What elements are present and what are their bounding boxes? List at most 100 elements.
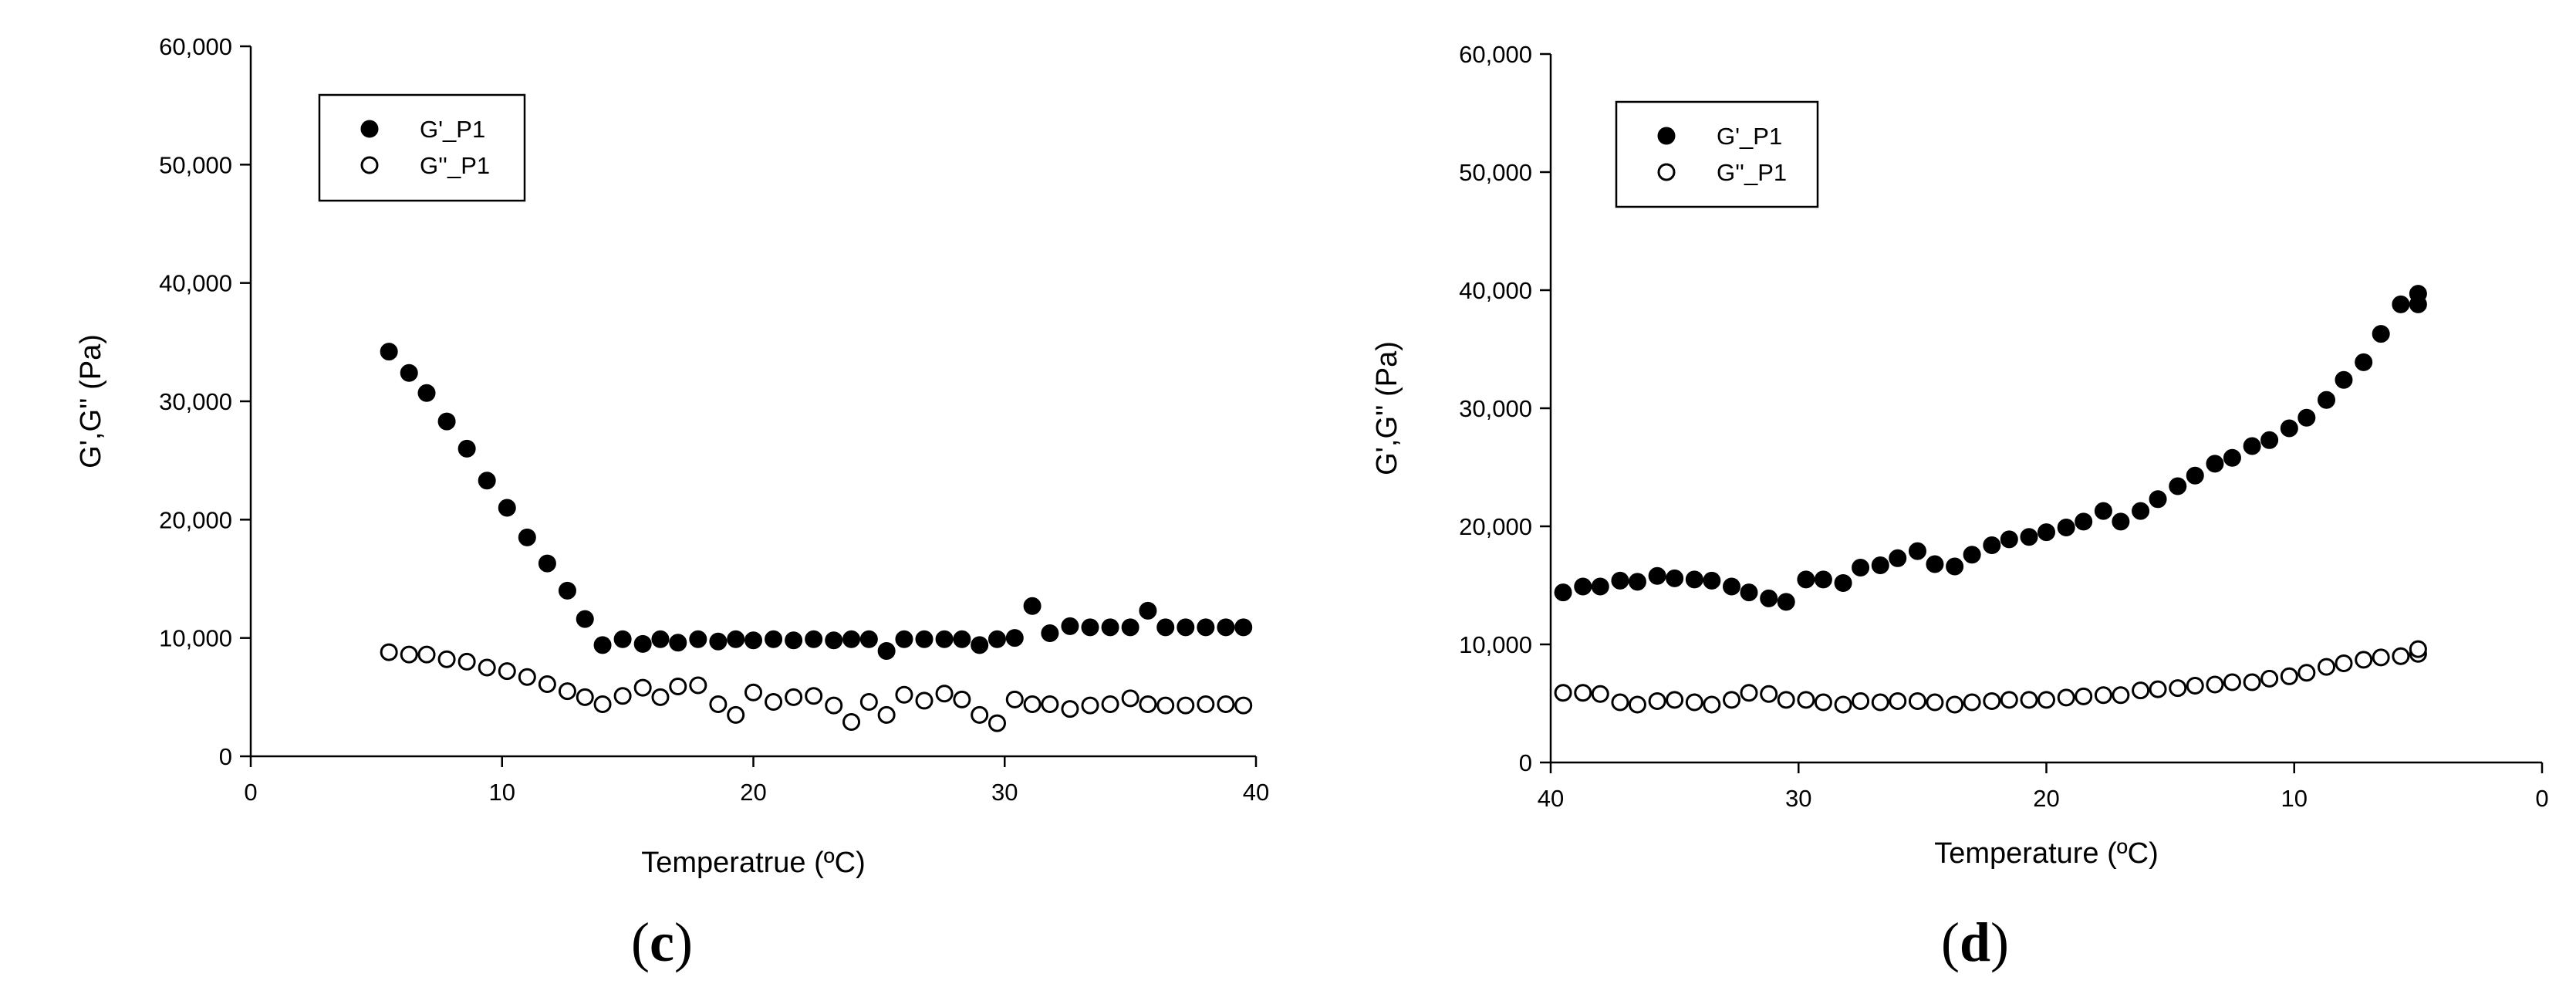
panel-label: (d) (1941, 911, 2009, 973)
data-point-g-double-prime (689, 676, 707, 695)
data-point-g-double-prime (558, 682, 576, 701)
data-point-g-prime (651, 630, 670, 648)
data-point-g-double-prime (1023, 695, 1042, 714)
data-point-g-double-prime (1723, 691, 1741, 709)
data-point-g-double-prime (1139, 695, 1157, 714)
data-point-g-double-prime (1121, 689, 1139, 708)
data-point-g-double-prime (825, 696, 843, 715)
data-point-g-prime (2355, 353, 2373, 371)
y-tick-label: 60,000 (1459, 41, 1532, 68)
legend-marker (360, 120, 379, 138)
data-point-g-double-prime (842, 713, 861, 732)
data-point-g-prime (2280, 419, 2298, 438)
data-point-g-prime (1871, 556, 1889, 574)
x-axis-title: Temperatrue (ºC) (641, 847, 866, 879)
data-point-g-prime (1777, 593, 1795, 611)
y-tick-label: 50,000 (1459, 159, 1532, 186)
data-point-g-double-prime (651, 688, 670, 706)
data-point-g-double-prime (1628, 695, 1646, 714)
data-point-g-double-prime (1101, 695, 1119, 714)
data-point-g-prime (1041, 624, 1059, 643)
data-point-g-prime (2409, 285, 2427, 303)
y-tick-label: 50,000 (159, 151, 232, 178)
y-tick-label: 60,000 (159, 33, 232, 60)
data-point-g-prime (478, 472, 496, 490)
data-point-g-prime (2038, 523, 2055, 542)
data-point-g-prime (593, 636, 612, 654)
data-point-g-double-prime (1760, 685, 1778, 703)
y-tick-label: 40,000 (159, 270, 232, 297)
data-point-g-prime (457, 439, 476, 458)
data-point-g-prime (1926, 555, 1944, 573)
data-point-g-prime (744, 631, 762, 650)
data-point-g-double-prime (1554, 684, 1572, 702)
data-point-g-double-prime (380, 643, 398, 661)
data-point-g-prime (859, 630, 878, 648)
data-point-g-prime (689, 630, 707, 648)
data-point-g-double-prime (2223, 673, 2241, 691)
data-point-g-double-prime (1908, 691, 1926, 710)
data-point-g-double-prime (935, 685, 954, 703)
data-point-g-prime (1666, 569, 1684, 587)
data-point-g-prime (1889, 549, 1907, 567)
data-point-g-double-prime (2335, 654, 2353, 672)
data-point-g-double-prime (2020, 691, 2038, 709)
data-point-g-double-prime (633, 678, 652, 697)
y-tick-label: 0 (1519, 749, 1532, 776)
x-tick-label: 20 (2033, 785, 2059, 812)
data-point-g-double-prime (877, 705, 896, 724)
data-point-g-double-prime (2075, 687, 2093, 705)
data-point-g-prime (2243, 437, 2261, 455)
data-point-g-double-prime (2132, 681, 2150, 700)
data-point-g-prime (1723, 577, 1741, 596)
data-point-g-double-prime (2038, 691, 2055, 709)
data-point-g-double-prime (1889, 691, 1907, 710)
data-point-g-prime (915, 630, 934, 648)
data-point-g-prime (2297, 408, 2316, 427)
data-point-g-prime (613, 630, 632, 648)
x-tick-label: 10 (489, 779, 515, 806)
data-point-g-double-prime (2318, 658, 2336, 676)
legend-box (1615, 100, 1819, 208)
data-point-g-prime (2318, 390, 2336, 409)
data-point-g-prime (842, 630, 861, 648)
data-point-g-double-prime (2186, 677, 2204, 695)
data-point-g-double-prime (744, 683, 762, 702)
x-tick-label: 30 (991, 779, 1018, 806)
legend-marker (1657, 127, 1676, 145)
data-point-g-prime (1908, 542, 1926, 560)
data-point-g-prime (1591, 577, 1609, 596)
data-point-g-prime (2112, 512, 2130, 531)
x-tick-label: 10 (2281, 785, 2308, 812)
x-axis-title: Temperature (ºC) (1934, 837, 2159, 870)
x-tick-label: 40 (1538, 785, 1564, 812)
data-point-g-double-prime (1574, 684, 1592, 702)
x-tick-label: 40 (1243, 779, 1269, 806)
data-point-g-prime (2149, 490, 2167, 509)
data-point-g-prime (633, 634, 652, 653)
data-point-g-prime (1554, 583, 1572, 602)
data-point-g-prime (825, 631, 843, 650)
data-point-g-prime (400, 363, 418, 382)
data-point-g-double-prime (727, 705, 745, 724)
data-point-g-double-prime (1197, 695, 1215, 714)
data-point-g-double-prime (1061, 700, 1079, 718)
data-point-g-double-prime (669, 678, 687, 696)
y-axis-title: G',G'' (Pa) (1371, 341, 1403, 475)
data-point-g-prime (1852, 559, 1870, 577)
data-point-g-prime (2260, 431, 2279, 449)
data-point-g-double-prime (593, 695, 612, 714)
data-point-g-double-prime (2280, 667, 2298, 685)
data-point-g-double-prime (1797, 691, 1815, 709)
data-point-g-double-prime (1834, 695, 1852, 714)
data-point-g-double-prime (895, 685, 913, 704)
data-point-g-double-prime (457, 652, 476, 671)
data-point-g-prime (2075, 512, 2093, 531)
x-tick-label: 20 (740, 779, 766, 806)
data-point-g-prime (2000, 530, 2018, 549)
data-point-g-double-prime (1983, 691, 2001, 710)
data-point-g-double-prime (1234, 696, 1253, 715)
y-tick-label: 40,000 (1459, 277, 1532, 304)
data-point-g-double-prime (2260, 669, 2279, 688)
data-point-g-prime (765, 630, 783, 648)
